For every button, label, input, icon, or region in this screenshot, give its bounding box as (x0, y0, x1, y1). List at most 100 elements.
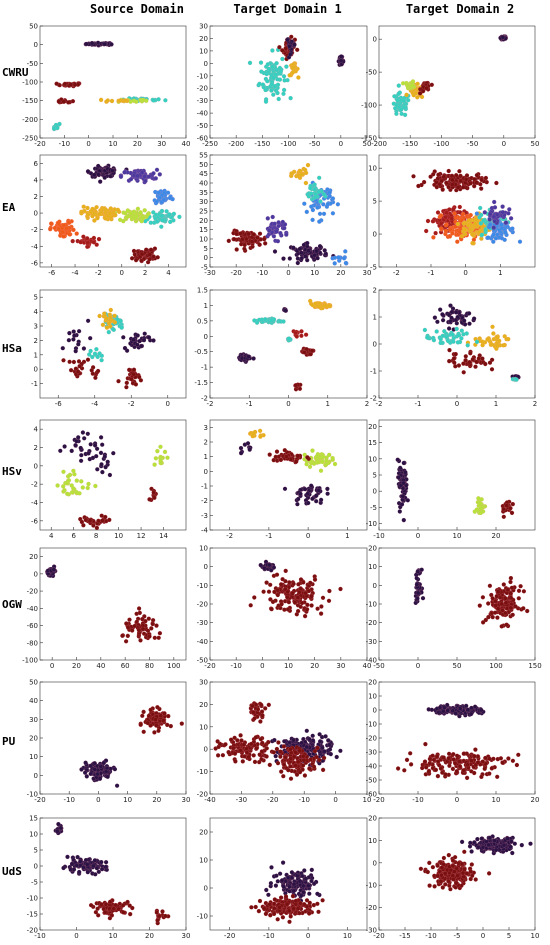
x-tick-label: 100 (167, 662, 180, 670)
scatter-point-darkred (457, 763, 463, 769)
scatter-point-darkred (436, 172, 441, 177)
scatter-point-darkred (127, 617, 132, 622)
scatter-point-indigo (507, 207, 512, 212)
scatter-point-darkred (302, 773, 308, 778)
scatter-point-cyan (402, 112, 408, 118)
scatter-point-darkred (295, 453, 301, 459)
x-tick-label: 20 (152, 796, 161, 804)
scatter-point-blue (517, 239, 523, 244)
y-tick-label: 1 (204, 453, 208, 461)
scatter-point-darkred (493, 599, 498, 604)
scatter-point-navy (74, 438, 79, 444)
scatter-point-red (299, 333, 304, 339)
y-tick-label: -20 (27, 588, 38, 596)
scatter-point-darkred (113, 902, 118, 908)
scatter-point-darkred (473, 364, 478, 369)
scatter-point-red (94, 242, 99, 247)
scatter-point-navy (500, 34, 506, 40)
scatter-point-navy (317, 732, 322, 737)
scatter-point-blue (343, 260, 349, 266)
scatter-point-darkred (143, 247, 149, 252)
scatter-point-yellow (468, 227, 473, 232)
scatter-point-blue (510, 226, 515, 231)
scatter-point-cyan (312, 195, 318, 200)
scatter-point-darkred (282, 447, 288, 453)
scatter-point-cyan (401, 98, 406, 103)
scatter-point-darkred (284, 594, 290, 600)
scatter-point-navy (334, 754, 339, 760)
scatter-point-orange (455, 239, 460, 244)
x-tick-label: -10 (63, 796, 74, 804)
scatter-point-yellow (105, 98, 111, 103)
scatter-point-cyan (97, 351, 102, 356)
scatter-point-navy (98, 435, 104, 440)
scatter-point-navy (420, 595, 426, 601)
scatter-point-navy (308, 483, 314, 488)
scatter-point-indigo (503, 220, 509, 225)
scatter-point-navy (71, 329, 76, 334)
scatter-point-navy (338, 58, 344, 63)
scatter-point-blue (325, 201, 331, 207)
scatter-point-darkred (422, 759, 428, 764)
x-tick-label: 2 (143, 269, 147, 277)
scatter-point-darkred (269, 606, 274, 612)
scatter-point-darkred (295, 759, 301, 765)
y-tick-label: -80 (27, 639, 38, 647)
scatter-point-darkred (453, 364, 458, 369)
scatter-point-navy (327, 747, 333, 752)
scatter-point-red (425, 218, 431, 224)
scatter-point-darkred (242, 242, 247, 248)
scatter-point-navy (267, 562, 272, 568)
scatter-point-cyan (257, 317, 262, 323)
scatter-point-lime (145, 212, 151, 217)
scatter-point-navy (305, 491, 310, 496)
scatter-point-red (435, 210, 441, 215)
scatter-point-darkred (493, 603, 499, 608)
y-tick-label: -20 (366, 619, 377, 627)
scatter-point-cyan (269, 82, 275, 87)
scatter-point-orange (71, 227, 76, 233)
scatter-point-darkred (338, 586, 343, 592)
scatter-point-darkred (504, 606, 510, 611)
scatter-point-yellow (501, 343, 506, 348)
scatter-point-darkred (509, 510, 515, 516)
scatter-point-darkred (495, 606, 501, 611)
scatter-point-navy (65, 854, 70, 860)
scatter-point-darkred (294, 772, 300, 777)
scatter-point-navy (466, 311, 472, 316)
scatter-point-darkred (241, 742, 247, 748)
x-tick-label: 30 (336, 662, 345, 670)
scatter-point-cyan (321, 191, 327, 197)
scatter-point-yellow (302, 167, 308, 173)
scatter-point-indigo (142, 174, 147, 179)
scatter-point-darkred (305, 602, 310, 608)
scatter-point-darkred (451, 757, 456, 762)
scatter-point-cyan (106, 329, 112, 335)
scatter-point-indigo (128, 176, 134, 182)
scatter-point-navy (105, 774, 110, 780)
scatter-point-darkred (449, 173, 455, 179)
scatter-point-navy (297, 878, 303, 884)
point-layer (411, 168, 523, 246)
scatter-point-yellow (117, 98, 123, 103)
scatter-point-blue (502, 237, 507, 243)
scatter-point-darkred (148, 723, 153, 728)
x-tick-label: -6 (55, 400, 63, 408)
scatter-point-blue (493, 236, 499, 241)
point-layer (238, 428, 338, 507)
scatter-point-darkred (145, 720, 150, 726)
scatter-point-darkred (417, 91, 423, 96)
scatter-point-darkred (473, 747, 478, 752)
scatter-point-darkred (261, 236, 267, 242)
x-tick-label: 80 (145, 662, 154, 670)
y-tick-label: -250 (22, 135, 38, 143)
scatter-point-navy (92, 858, 98, 863)
scatter-point-darkred (231, 236, 237, 242)
y-tick-label: 3 (204, 424, 208, 432)
scatter-point-lime (324, 458, 329, 463)
scatter-point-red (430, 219, 436, 224)
scatter-point-blue (156, 190, 161, 195)
scatter-point-navy (432, 315, 438, 320)
